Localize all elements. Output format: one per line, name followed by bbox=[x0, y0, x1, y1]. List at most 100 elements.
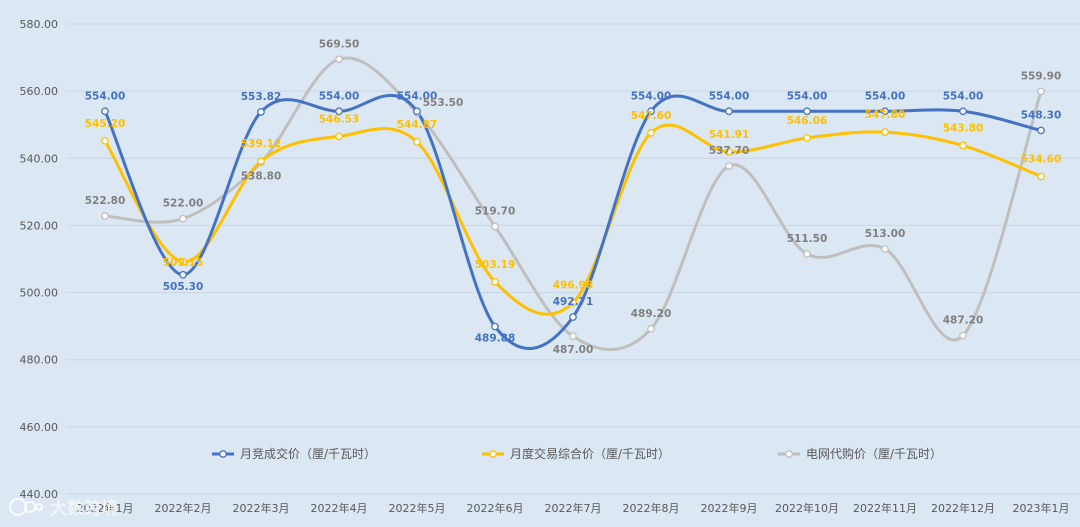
x-tick-label: 2023年1月 bbox=[1013, 501, 1070, 515]
y-tick-label: 500.00 bbox=[20, 287, 59, 300]
series-0-point bbox=[1037, 126, 1045, 135]
data-label: 489.20 bbox=[631, 308, 672, 320]
data-label: 554.00 bbox=[397, 90, 438, 102]
y-tick-label: 520.00 bbox=[20, 219, 59, 232]
x-tick-label: 2022年5月 bbox=[389, 501, 446, 515]
series-0-point bbox=[647, 107, 655, 116]
data-label: 538.80 bbox=[241, 170, 282, 182]
data-label: 505.30 bbox=[163, 281, 204, 293]
series-0-point bbox=[803, 107, 811, 116]
data-label: 509.15 bbox=[163, 257, 204, 269]
x-tick-label: 2022年4月 bbox=[311, 501, 368, 515]
series-2-point bbox=[335, 55, 343, 64]
series-2-point bbox=[647, 324, 655, 333]
series-0-point bbox=[725, 107, 733, 116]
series-1-point bbox=[881, 128, 889, 136]
data-label: 492.71 bbox=[553, 296, 594, 308]
data-label: 544.87 bbox=[397, 119, 438, 131]
data-label: 547.60 bbox=[631, 110, 672, 122]
data-label: 543.80 bbox=[943, 123, 984, 135]
data-label: 545.20 bbox=[85, 118, 126, 130]
x-tick-label: 2022年6月 bbox=[467, 501, 524, 515]
series-1-point bbox=[959, 141, 967, 150]
data-label: 489.88 bbox=[475, 333, 516, 345]
series-1-point bbox=[335, 132, 343, 141]
legend-label: 月竞成交价（厘/千瓦时） bbox=[240, 446, 376, 461]
data-labels: 554.00 505.30 553.82 554.00 554.00 489.88 492.… bbox=[85, 38, 1062, 356]
data-label: 548.30 bbox=[1021, 109, 1062, 121]
series-2-point bbox=[881, 245, 889, 253]
y-tick-label: 460.00 bbox=[20, 421, 59, 434]
data-label: 546.53 bbox=[319, 113, 360, 125]
y-tick-label: 580.00 bbox=[20, 18, 59, 31]
series-0-point bbox=[101, 107, 109, 116]
data-label: 511.50 bbox=[787, 233, 828, 245]
data-label: 487.20 bbox=[943, 315, 984, 327]
data-label: 553.50 bbox=[423, 97, 464, 109]
data-label: 496.98 bbox=[553, 280, 594, 292]
series-2-point bbox=[959, 331, 967, 340]
y-axis: 440.00 460.00 480.00 500.00 520.00 540.00 560.… bbox=[20, 18, 59, 501]
series-1-point bbox=[1037, 172, 1045, 181]
series-2-point bbox=[803, 250, 811, 258]
series-0-point bbox=[257, 108, 265, 116]
x-tick-label: 2022年10月 bbox=[775, 501, 839, 515]
series-1-point bbox=[179, 258, 187, 266]
data-label: 522.80 bbox=[85, 195, 126, 207]
data-label: 537.70 bbox=[709, 145, 750, 157]
series-1-point bbox=[725, 148, 733, 156]
series-line-2 bbox=[104, 56, 1043, 352]
x-tick-label: 2022年9月 bbox=[701, 501, 758, 515]
data-label: 554.00 bbox=[943, 90, 984, 102]
data-label: 519.70 bbox=[475, 205, 516, 217]
y-tick-label: 540.00 bbox=[20, 152, 59, 165]
y-tick-label: 560.00 bbox=[20, 85, 59, 98]
series-lines bbox=[103, 56, 1043, 352]
series-0-point bbox=[491, 322, 499, 331]
series-1-point bbox=[491, 278, 499, 286]
data-label: 554.00 bbox=[319, 90, 360, 102]
series-markers bbox=[101, 55, 1045, 341]
series-2-point bbox=[179, 214, 187, 223]
legend-marker bbox=[489, 450, 497, 458]
data-label: 559.90 bbox=[1021, 70, 1062, 82]
data-label: 554.00 bbox=[865, 90, 906, 102]
series-0-point bbox=[959, 107, 967, 116]
legend-label: 电网代购价（厘/千瓦时） bbox=[806, 446, 942, 461]
x-tick-label: 2022年3月 bbox=[233, 501, 290, 515]
watermark: 大数跨境 bbox=[9, 498, 118, 519]
series-1-point bbox=[101, 136, 109, 145]
data-label: 513.00 bbox=[865, 228, 906, 240]
x-tick-label: 2022年1月 bbox=[77, 501, 134, 515]
series-1-point bbox=[257, 157, 265, 166]
series-2-point bbox=[491, 222, 499, 231]
data-label: 546.06 bbox=[787, 115, 828, 127]
x-tick-label: 2022年2月 bbox=[155, 501, 212, 515]
watermark-text: 大数跨境 bbox=[50, 499, 118, 519]
data-label: 522.00 bbox=[163, 198, 204, 210]
series-1-point bbox=[803, 134, 811, 142]
series-0-point bbox=[179, 270, 187, 279]
data-label: 554.00 bbox=[709, 90, 750, 102]
legend-marker bbox=[785, 450, 793, 458]
x-axis: 2022年1月 2022年2月 2022年3月 2022年4月 2022年5月 2022年… bbox=[77, 501, 1070, 515]
series-2-point bbox=[1037, 87, 1045, 96]
y-tick-label: 440.00 bbox=[20, 488, 59, 501]
series-1-point bbox=[647, 128, 655, 137]
data-label: 503.19 bbox=[475, 259, 516, 271]
series-0-point bbox=[335, 107, 343, 116]
x-tick-label: 2022年8月 bbox=[623, 501, 680, 515]
data-label: 539.12 bbox=[241, 138, 282, 150]
x-tick-label: 2022年12月 bbox=[931, 501, 995, 515]
series-2-point bbox=[101, 212, 109, 220]
data-label: 487.00 bbox=[553, 344, 594, 356]
data-label: 569.50 bbox=[319, 38, 360, 50]
series-1-point bbox=[413, 138, 421, 146]
legend-marker bbox=[219, 450, 227, 458]
grid-lines bbox=[66, 23, 1080, 495]
x-tick-label: 2022年7月 bbox=[545, 501, 602, 515]
watermark-logo-icon bbox=[9, 498, 43, 516]
data-label: 554.00 bbox=[85, 90, 126, 102]
